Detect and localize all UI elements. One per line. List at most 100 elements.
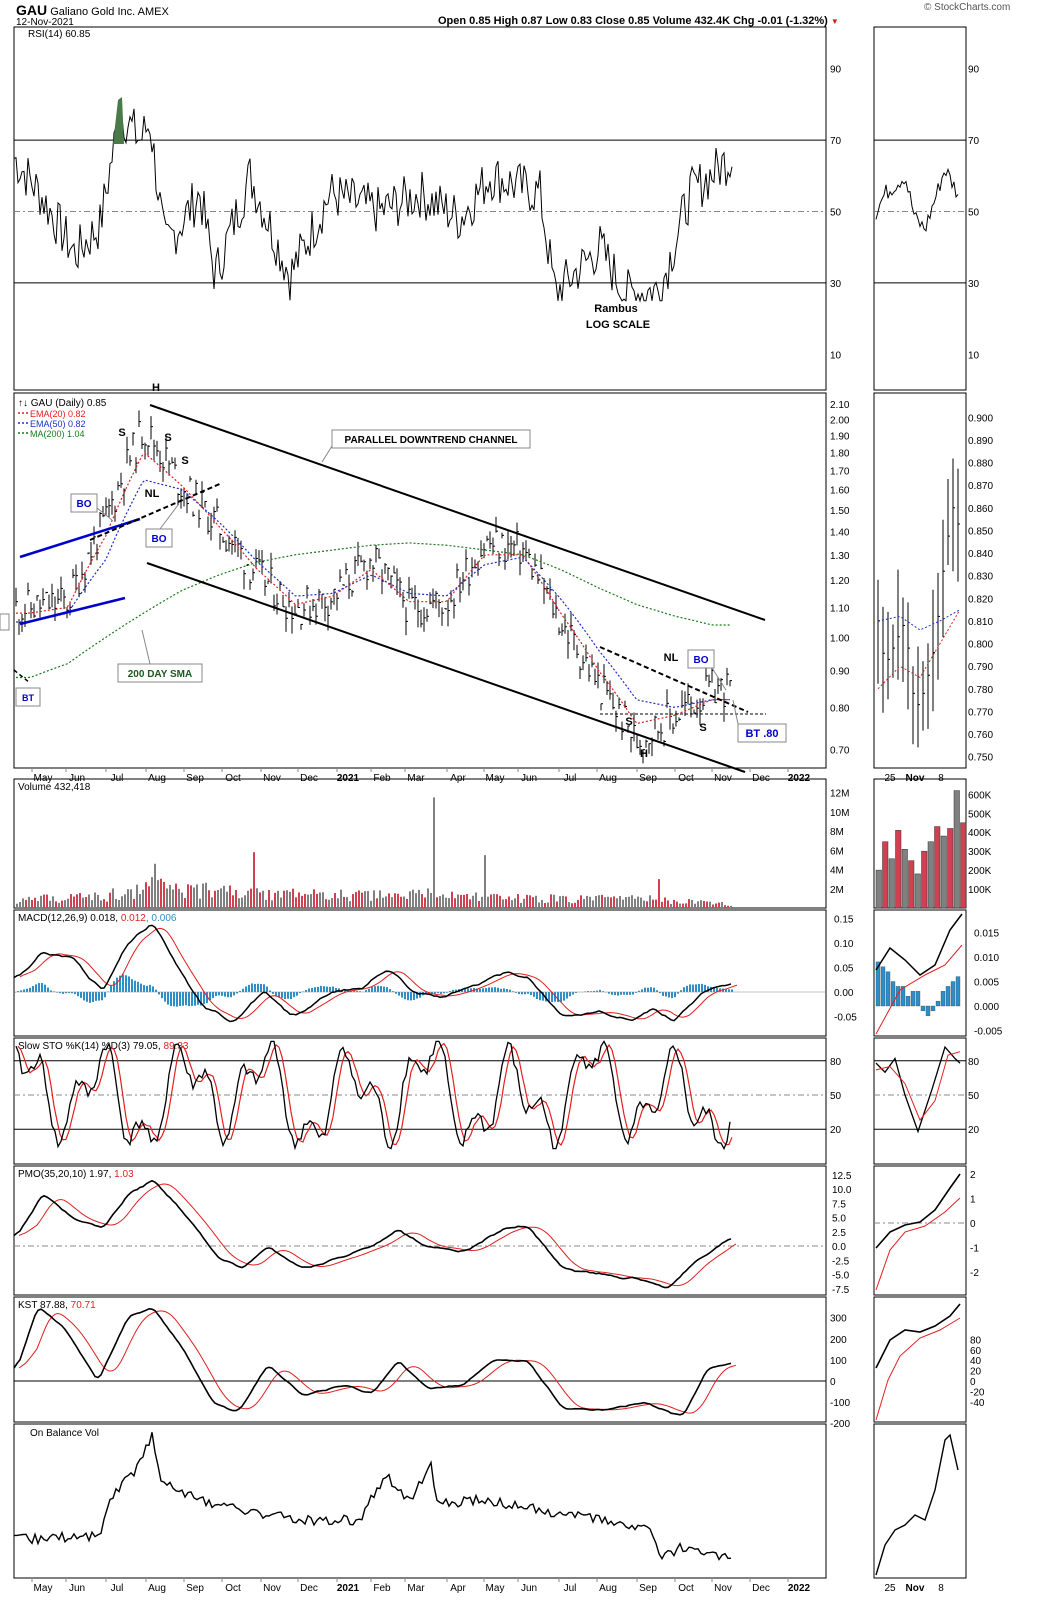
volume-bar	[61, 900, 63, 908]
x-axis-month-label: 2022	[788, 1583, 811, 1594]
side-volume-bar	[908, 860, 915, 909]
volume-bar	[358, 890, 360, 908]
volume-bar	[691, 899, 693, 908]
volume-bar	[610, 897, 612, 908]
macd-histogram-bar	[266, 986, 268, 992]
volume-bar	[457, 894, 459, 908]
macd-histogram-bar	[326, 986, 328, 992]
macd-histogram-bar	[407, 992, 409, 1001]
side-kst-signal-line	[875, 1317, 961, 1421]
kst-line	[13, 1307, 732, 1416]
volume-bar	[25, 899, 27, 908]
volume-bar	[565, 896, 567, 908]
kst-label-main: KST 87.88,	[18, 1300, 71, 1311]
x-axis-side-label: 8	[938, 1583, 944, 1594]
macd-side-panel-frame	[873, 909, 967, 1037]
macd-histogram-bar	[293, 992, 295, 998]
macd-line	[13, 924, 732, 1023]
macd-histogram-bar	[695, 984, 697, 992]
price-side-tick-label: 0.890	[968, 436, 993, 447]
side-ema20-line	[877, 611, 960, 690]
macd-histogram-bar	[515, 992, 517, 993]
volume-bar	[226, 891, 228, 908]
bt-left-line	[13, 669, 31, 684]
price-tick-label: 1.20	[830, 576, 850, 587]
macd-histogram-bar	[650, 987, 652, 992]
pmo-side-tick-label: 1	[970, 1195, 976, 1206]
x-axis-month-label: Nov	[263, 773, 281, 784]
macd-histogram-bar	[443, 992, 445, 994]
volume-bar	[361, 892, 363, 908]
obv-side-panel-frame	[873, 1423, 967, 1579]
side-macd-histogram-bar	[880, 966, 886, 1007]
volume-bar	[262, 890, 264, 908]
macd-histogram-bar	[170, 992, 172, 1007]
x-axis-side-label: 25	[884, 773, 896, 784]
x-axis-month-label: Apr	[450, 773, 466, 784]
volume-side-tick-label: 300K	[968, 847, 992, 858]
volume-bar	[712, 904, 714, 908]
volume-bar	[520, 902, 522, 908]
kst-tick-label: 200	[830, 1335, 847, 1346]
macd-histogram-bar	[635, 992, 637, 993]
pmo-signal-value: 1.03	[114, 1169, 134, 1180]
volume-tick-label: 12M	[830, 789, 849, 800]
volume-bar	[349, 901, 351, 908]
volume-bar	[16, 903, 18, 908]
macd-histogram-bar	[137, 981, 139, 992]
price-side-tick-label: 0.820	[968, 594, 993, 605]
macd-signal-value: 0.012	[121, 913, 146, 924]
macd-histogram-bar	[323, 986, 325, 992]
x-axis-month-label: Jul	[111, 1583, 124, 1594]
macd-histogram-bar	[131, 979, 133, 992]
macd-histogram-bar	[611, 992, 613, 995]
volume-bar	[493, 893, 495, 908]
price-side-tick-label: 0.760	[968, 730, 993, 741]
volume-bar	[304, 893, 306, 908]
volume-bar	[40, 895, 42, 908]
macd-histogram-bar	[215, 992, 217, 997]
volume-bar	[184, 898, 186, 908]
volume-bar	[199, 898, 201, 908]
volume-bar	[295, 897, 297, 908]
side-macd-histogram-bar	[875, 961, 881, 1007]
kst-side-tick-label: 20	[970, 1367, 982, 1378]
x-axis-month-label: Nov	[263, 1583, 281, 1594]
macd-histogram-bar	[467, 988, 469, 992]
sto-tick-label: 20	[830, 1125, 842, 1136]
x-axis-month-label: Jun	[521, 1583, 537, 1594]
volume-bar	[97, 894, 99, 908]
volume-bar	[307, 894, 309, 908]
macd-histogram-bar	[656, 990, 658, 992]
volume-bar	[628, 896, 630, 908]
macd-histogram-bar	[380, 986, 382, 992]
volume-bar	[67, 898, 69, 908]
macd-histogram-bar	[119, 975, 121, 992]
volume-bar	[157, 880, 159, 908]
rsi-side-tick-label: 10	[968, 350, 980, 361]
volume-bar	[331, 898, 333, 908]
side-macd-histogram-bar	[925, 1005, 931, 1016]
bt-80-label-box	[737, 723, 787, 743]
macd-histogram-bar	[74, 992, 76, 995]
nl-right-annotation: NL	[664, 652, 679, 664]
pmo-tick-label: -5.0	[832, 1271, 850, 1282]
macd-histogram-bar	[620, 992, 622, 995]
sto-side-tick-label: 20	[968, 1125, 980, 1136]
macd-histogram-bar	[233, 992, 235, 996]
s-left-annotation: S	[118, 427, 125, 439]
volume-bar	[280, 897, 282, 908]
kst-side-tick-label: 40	[970, 1356, 982, 1367]
macd-tick-label: 0.05	[834, 964, 854, 975]
macd-histogram-bar	[590, 991, 592, 992]
price-tick-label: 1.50	[830, 506, 850, 517]
macd-histogram-bar	[644, 987, 646, 992]
macd-histogram-bar	[410, 992, 412, 1001]
side-macd-histogram-bar	[910, 991, 916, 1007]
x-axis-side-label: Nov	[906, 1583, 925, 1594]
volume-bar	[454, 898, 456, 908]
macd-histogram-bar	[164, 992, 166, 1002]
pmo-panel-frame	[13, 1165, 827, 1296]
volume-bar	[463, 894, 465, 908]
macd-side-tick-label: 0.000	[974, 1002, 999, 1013]
